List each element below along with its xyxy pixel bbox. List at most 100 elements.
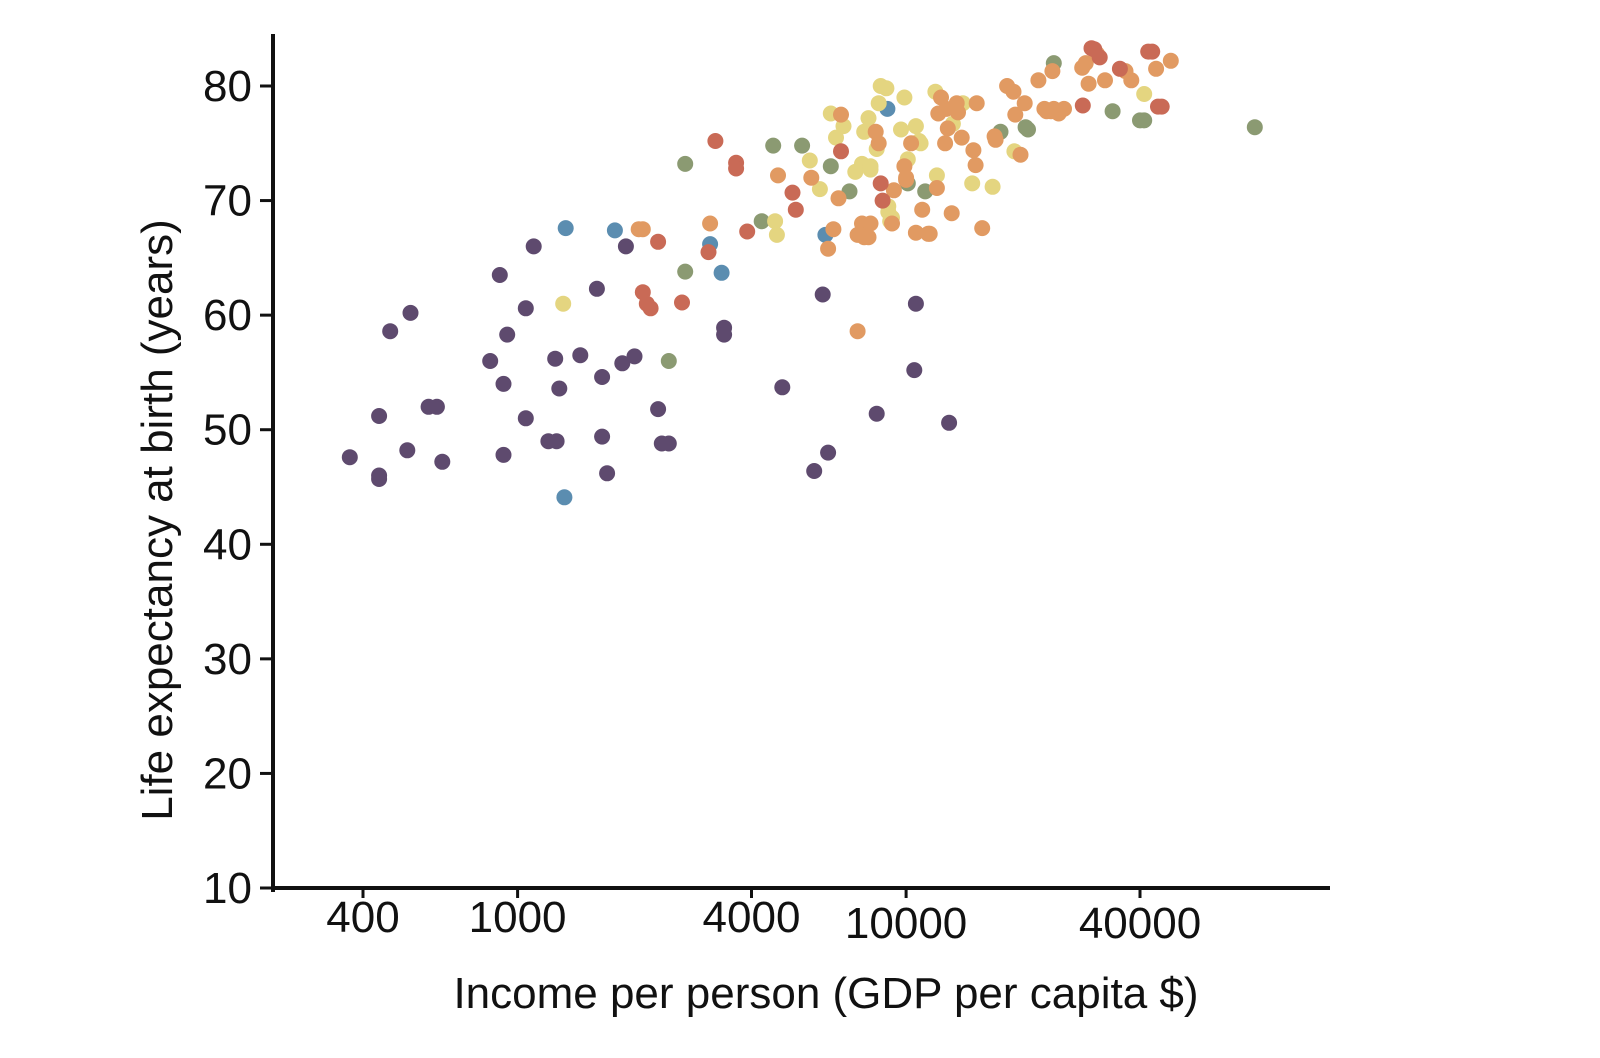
data-point [1144,43,1161,60]
data-point [1016,95,1033,112]
data-point [856,123,873,140]
data-point [707,133,724,149]
data-point [893,121,909,138]
data-point [399,442,416,459]
data-point [1074,97,1091,114]
data-point [716,326,733,343]
data-point [753,213,770,230]
data-point [984,178,1001,195]
data-point [1091,49,1108,66]
data-point [870,95,887,112]
data-point [551,380,568,397]
data-point [784,184,801,201]
data-point [739,223,756,240]
data-point [814,286,831,303]
data-point [371,408,388,424]
data-point [517,300,534,317]
data-point [811,181,828,198]
data-point [1020,121,1036,138]
data-point [702,215,719,232]
x-tick-label: 1000 [469,893,567,942]
data-point [801,152,818,169]
data-point [943,205,960,222]
data-point [660,353,677,369]
data-point [1148,60,1165,77]
data-point [1007,106,1024,123]
data-point [849,323,866,340]
data-point [1123,72,1140,89]
data-point [402,304,419,321]
data-point [491,267,508,283]
y-tick-label: 70 [203,177,252,226]
data-point [1030,72,1047,89]
data-point [820,444,837,461]
data-point [868,405,885,422]
x-tick-label: 4000 [703,893,801,942]
chart-points [341,40,1263,506]
data-point [914,201,931,218]
data-point [939,120,956,137]
data-point [634,221,651,238]
data-point [557,220,574,237]
data-point [885,182,902,199]
data-point [1153,98,1170,115]
data-point [599,465,616,482]
data-point [626,348,643,365]
data-point [820,240,837,257]
data-point [713,264,730,281]
x-axis-title: Income per person (GDP per capita $) [453,969,1198,1018]
data-point [898,171,915,188]
data-point [606,222,623,239]
data-point [806,463,823,479]
data-point [495,375,512,392]
data-point [774,379,791,396]
data-point [987,131,1004,148]
data-point [1005,83,1022,100]
data-point [700,244,717,261]
data-point [1097,72,1113,89]
data-point [825,221,842,238]
data-point [928,180,945,196]
data-point [677,263,694,280]
data-point [965,142,982,159]
data-point [953,129,970,146]
data-point [862,161,879,178]
data-point [728,160,745,177]
data-point [907,224,924,241]
data-point [860,229,877,246]
data-point [860,110,877,127]
data-point [594,369,611,385]
data-point [547,350,564,367]
data-point [434,453,451,470]
data-point [1136,112,1153,129]
data-point [967,157,984,174]
data-point [768,226,785,243]
data-point [770,167,786,184]
data-point [572,347,589,364]
x-tick-label: 10000 [845,899,967,948]
data-point [1080,75,1097,92]
data-point [482,353,499,369]
data-point [517,410,534,427]
data-point [937,135,954,152]
data-point [941,414,958,431]
data-point [767,213,784,230]
data-point [968,95,985,112]
data-point [594,428,611,445]
data-point [974,220,991,237]
data-point [1044,63,1061,80]
data-point [765,137,782,154]
data-point [1104,103,1121,120]
data-point [555,295,572,312]
data-point [1056,100,1072,117]
data-point [921,225,938,242]
data-point [1111,60,1128,77]
data-point [650,401,667,418]
data-point [617,238,634,255]
data-point [896,89,913,106]
data-point [428,398,445,415]
data-point [382,323,399,340]
data-point [828,129,844,146]
data-point [787,201,804,218]
